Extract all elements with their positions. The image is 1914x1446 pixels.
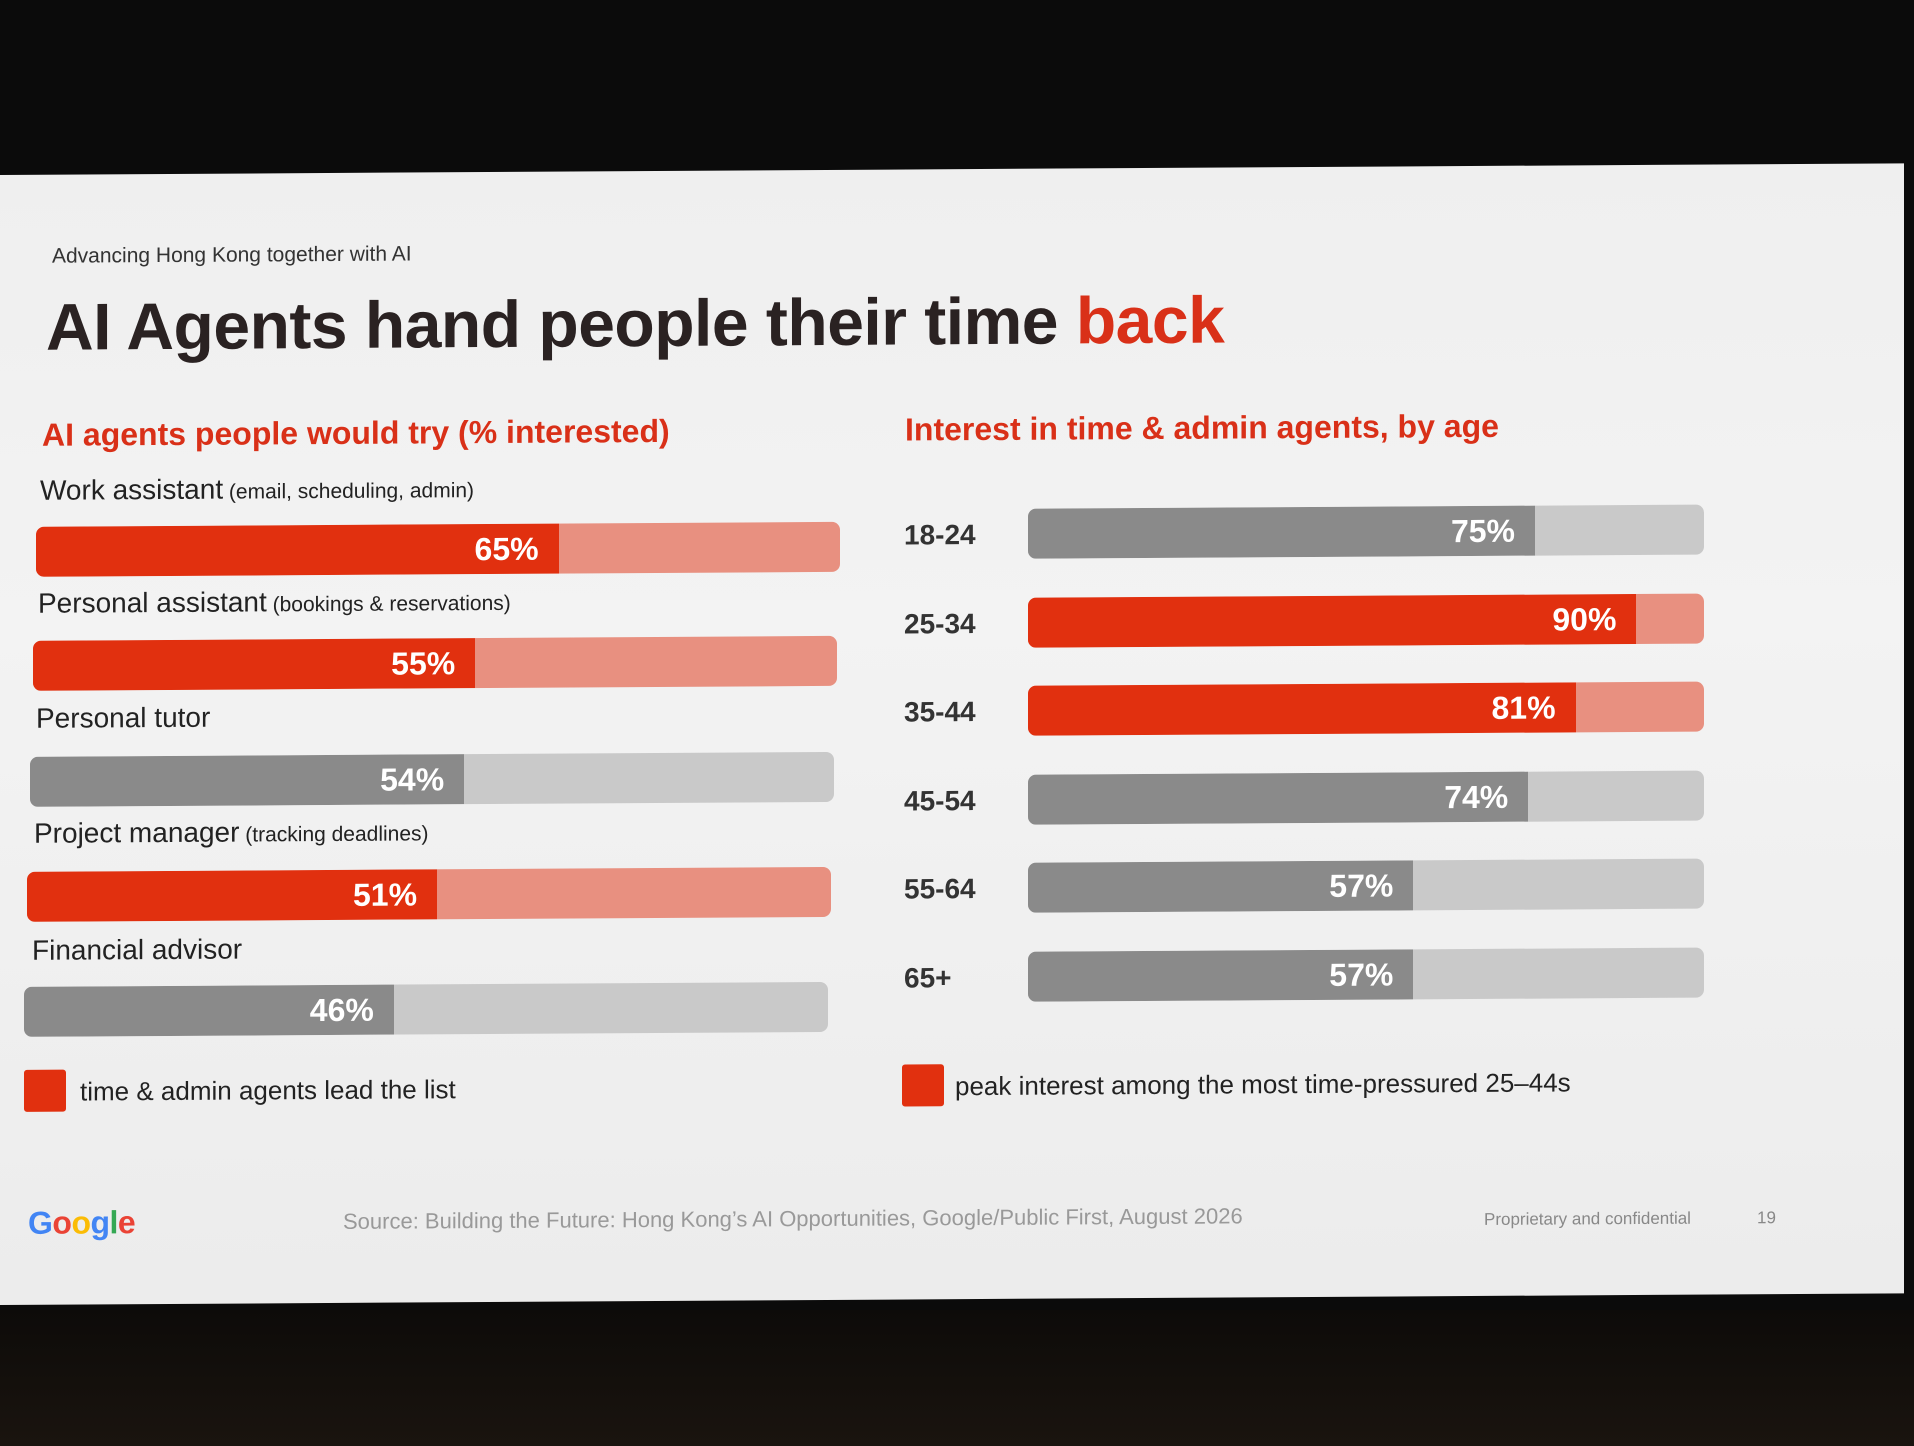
bar-value-label: 46% xyxy=(309,991,374,1029)
bar-value-label: 75% xyxy=(1450,512,1515,550)
left-legend-swatch xyxy=(24,1069,66,1112)
bar-value-label: 65% xyxy=(474,530,539,568)
age-group-label: 35-44 xyxy=(904,696,976,728)
bar: 75% xyxy=(1028,505,1535,559)
bar-value-label: 81% xyxy=(1491,689,1556,726)
category-label: Personal assistant (bookings & reservati… xyxy=(38,585,511,620)
logo-letter: g xyxy=(90,1204,110,1241)
left-legend-label: time & admin agents lead the list xyxy=(80,1074,456,1107)
age-group-label: 45-54 xyxy=(904,784,976,816)
bar: 74% xyxy=(1028,771,1529,825)
category-label: Financial advisor xyxy=(32,934,242,967)
category-name: Project manager xyxy=(34,816,240,849)
logo-letter: G xyxy=(28,1204,53,1241)
bar-track: 46% xyxy=(24,981,828,1037)
left-chart-title: AI agents people would try (% interested… xyxy=(42,412,670,453)
bar: 51% xyxy=(27,869,438,922)
bar-value-label: 90% xyxy=(1552,600,1617,638)
bar: 54% xyxy=(30,754,465,807)
age-group-label: 65+ xyxy=(904,961,952,993)
bar: 57% xyxy=(1028,860,1414,913)
bar-track: 54% xyxy=(30,751,834,807)
category-name: Financial advisor xyxy=(32,933,243,966)
category-note: (tracking deadlines) xyxy=(239,822,429,847)
title-main: AI Agents hand people their time xyxy=(46,283,1076,364)
bar-track: 75% xyxy=(1028,504,1704,559)
bar: 57% xyxy=(1028,948,1414,1002)
category-label: Personal tutor xyxy=(36,702,210,735)
right-legend-label: peak interest among the most time-pressu… xyxy=(955,1067,1571,1102)
bar-track: 55% xyxy=(33,635,837,691)
bar-track: 57% xyxy=(1028,858,1704,913)
bar-value-label: 55% xyxy=(391,645,456,682)
bar-track: 57% xyxy=(1028,947,1704,1002)
bar: 81% xyxy=(1028,682,1576,736)
logo-letter: l xyxy=(109,1204,118,1241)
bar-track: 81% xyxy=(1028,681,1704,736)
google-logo: Google xyxy=(28,1204,135,1242)
category-label: Project manager (tracking deadlines) xyxy=(34,815,429,849)
bar-track: 51% xyxy=(27,866,831,922)
logo-letter: o xyxy=(71,1204,91,1241)
slide-eyebrow: Advancing Hong Kong together with AI xyxy=(52,242,412,268)
category-name: Personal tutor xyxy=(36,701,211,734)
bar: 90% xyxy=(1028,593,1637,648)
page-number: 19 xyxy=(1757,1208,1776,1228)
age-interest-chart: 18-24 75% 25-34 90% 35-44 81% 45-54 74% 55-64 57%… xyxy=(0,163,1904,1002)
title-accent: back xyxy=(1075,282,1225,358)
bar-track: 90% xyxy=(1028,593,1704,648)
category-name: Personal assistant xyxy=(38,586,267,619)
bar-value-label: 74% xyxy=(1444,778,1509,815)
bar-value-label: 54% xyxy=(380,761,445,798)
presentation-slide: Advancing Hong Kong together with AI AI … xyxy=(0,163,1904,1305)
age-group-label: 25-34 xyxy=(904,607,976,639)
category-name: Work assistant xyxy=(40,473,224,506)
bar: 55% xyxy=(33,638,476,691)
right-chart-title: Interest in time & admin agents, by age xyxy=(905,407,1499,448)
bar: 46% xyxy=(24,984,394,1037)
bar-value-label: 51% xyxy=(352,876,418,913)
confidential-note: Proprietary and confidential xyxy=(1484,1208,1691,1229)
slide-title: AI Agents hand people their time back xyxy=(46,282,1224,365)
logo-letter: e xyxy=(117,1204,136,1241)
category-note: (bookings & reservations) xyxy=(266,591,511,617)
bar-track: 74% xyxy=(1028,770,1704,825)
source-note: Source: Building the Future: Hong Kong’s… xyxy=(343,1203,1243,1234)
logo-letter: o xyxy=(52,1204,72,1241)
bar-track: 65% xyxy=(36,521,840,577)
bar-value-label: 57% xyxy=(1329,955,1394,993)
category-label: Work assistant (email, scheduling, admin… xyxy=(40,472,474,507)
category-note: (email, scheduling, admin) xyxy=(223,479,475,504)
age-group-label: 55-64 xyxy=(904,873,976,905)
age-group-label: 18-24 xyxy=(904,519,976,551)
bar-value-label: 57% xyxy=(1329,867,1394,904)
right-legend-swatch xyxy=(902,1064,944,1107)
room-floor xyxy=(0,1310,1914,1446)
agents-interest-chart: Work assistant (email, scheduling, admin… xyxy=(0,163,1904,1037)
bar: 65% xyxy=(36,523,559,577)
